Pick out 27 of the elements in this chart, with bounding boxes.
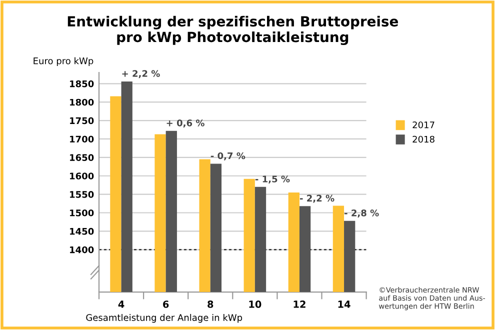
annotation: + 0,6 % bbox=[166, 120, 204, 128]
x-tick-label: 6 bbox=[163, 300, 169, 308]
chart-title: Entwicklung der spezifischen Bruttopreise pro kWp Photovoltaikleistung bbox=[68, 16, 398, 46]
y-tick-label: 1650 bbox=[70, 154, 94, 161]
x-tick-label: 14 bbox=[338, 300, 350, 308]
y-tick-label: 1450 bbox=[70, 228, 94, 235]
annotation: - 2,8 % bbox=[344, 210, 379, 218]
y-tick-label: 1600 bbox=[70, 172, 94, 180]
y-axis-title: Euro pro kWp bbox=[34, 57, 94, 66]
x-tick-label: 10 bbox=[249, 300, 262, 308]
y-tick-label: 1550 bbox=[70, 191, 94, 198]
x-tick-label: 12 bbox=[294, 300, 306, 308]
y-tick-label: 1800 bbox=[70, 98, 94, 106]
y-tick-label: 1750 bbox=[70, 117, 94, 124]
annotation: + 2,2 % bbox=[122, 70, 160, 78]
x-tick-label: 4 bbox=[118, 300, 124, 308]
y-tick-label: 1850 bbox=[70, 80, 94, 88]
legend-label: 2018 bbox=[412, 136, 434, 143]
annotation: - 2,2 % bbox=[300, 194, 334, 203]
annotation: - 0,7 % bbox=[210, 152, 246, 160]
annotation: - 1,5 % bbox=[255, 176, 290, 184]
y-tick-label: 1500 bbox=[70, 209, 94, 216]
x-tick-label: 8 bbox=[208, 300, 214, 308]
y-tick-label: 1700 bbox=[70, 136, 94, 143]
y-tick-label: 1400 bbox=[70, 246, 94, 254]
x-axis-title: Gesamtleistung der Anlage in kWp bbox=[86, 314, 242, 323]
legend-label: 2017 bbox=[412, 121, 434, 128]
